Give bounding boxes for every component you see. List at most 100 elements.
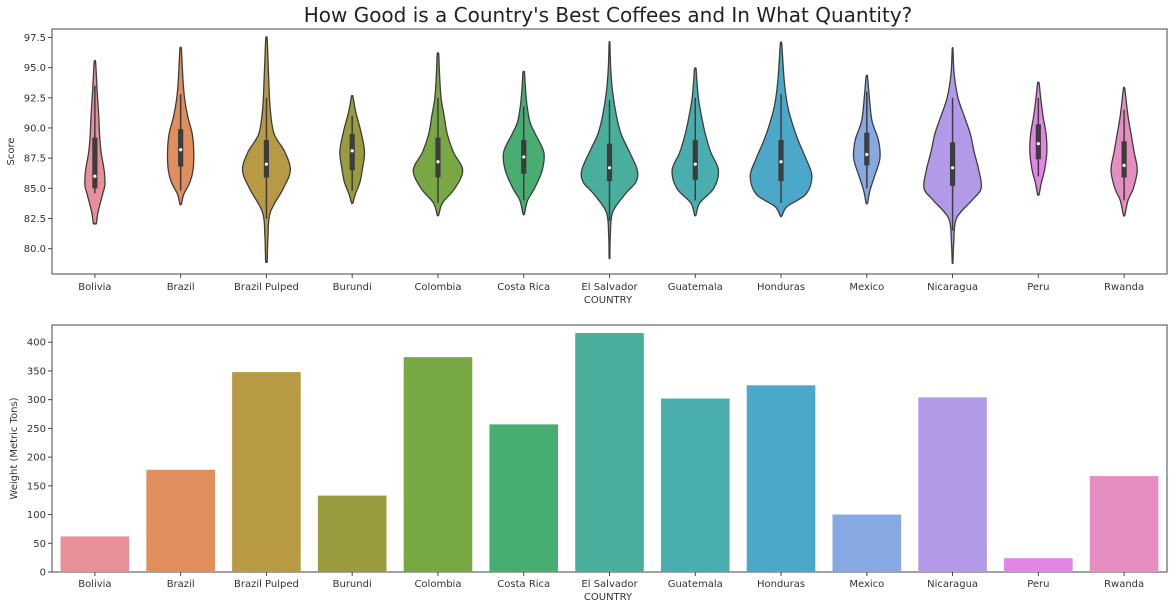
bar-brazil-pulped — [232, 372, 301, 572]
violin-el-salvador — [580, 41, 639, 260]
bar-y-tick-label: 100 — [27, 510, 46, 521]
violin-x-tick-label: Guatemala — [668, 282, 723, 293]
violin-iqr-box — [178, 129, 184, 167]
violin-costa-rica — [502, 70, 545, 216]
bar-x-tick-label: Mexico — [849, 579, 884, 590]
violin-median-dot — [607, 166, 612, 170]
bar-y-tick-label: 150 — [27, 481, 46, 492]
chart-title: How Good is a Country's Best Coffees and… — [304, 3, 913, 27]
bar-brazil — [146, 469, 215, 572]
bar-nicaragua — [918, 397, 987, 572]
violin-iqr-box — [1121, 141, 1127, 178]
bar-x-ticks: Bolivia Brazil Brazil Pulped Burundi Colombi… — [78, 572, 1144, 590]
violin-x-tick-label: Brazil — [167, 282, 195, 293]
violin-iqr-box — [606, 143, 613, 182]
bar-y-tick-label: 200 — [27, 453, 46, 464]
bar-y-ticks: 0 50 100 150 200 250 300 350 400 — [27, 338, 52, 579]
violin-x-tick-label: Bolivia — [78, 282, 111, 293]
violin-x-ticks: Bolivia Brazil Brazil Pulped Burundi Colombi… — [78, 274, 1144, 293]
bar-x-tick-label: Brazil Pulped — [234, 579, 299, 590]
violin-x-tick-label: Peru — [1027, 282, 1049, 293]
violin-brazil-pulped — [241, 36, 292, 264]
bar-costa-rica — [489, 424, 559, 572]
bar-x-tick-label: Rwanda — [1104, 579, 1144, 590]
violin-median-dot — [1036, 142, 1040, 146]
bar-x-tick-label: Guatemala — [668, 579, 723, 590]
bar-x-tick-label: Burundi — [333, 579, 372, 590]
bar-rwanda — [1089, 476, 1159, 572]
bar-x-tick-label: Peru — [1027, 579, 1049, 590]
violin-median-dot — [350, 149, 354, 153]
violin-y-tick-label: 87.5 — [24, 154, 46, 165]
violin-peru — [1029, 81, 1048, 196]
bar-honduras — [746, 385, 816, 572]
violin-x-tick-label: Rwanda — [1104, 282, 1144, 293]
bar-peru — [1004, 558, 1073, 572]
violins — [84, 36, 1138, 264]
violin-y-tick-label: 92.5 — [24, 93, 46, 104]
violin-y-tick-label: 95.0 — [24, 63, 46, 74]
violin-iqr-box — [692, 140, 698, 180]
violin-x-tick-label: Colombia — [414, 282, 461, 293]
bar-y-axis-label: Weight (Metric Tons) — [9, 397, 20, 499]
bar-guatemala — [660, 398, 730, 572]
violin-iqr-box — [435, 137, 441, 178]
bar-x-tick-label: Colombia — [414, 579, 461, 590]
bar-x-tick-label: Bolivia — [78, 579, 111, 590]
bar-y-tick-label: 400 — [27, 338, 46, 349]
violin-x-tick-label: Burundi — [333, 282, 372, 293]
bar-y-tick-label: 0 — [40, 568, 46, 579]
violin-y-tick-label: 82.5 — [24, 214, 46, 225]
violin-median-dot — [865, 152, 869, 157]
violin-median-dot — [693, 162, 697, 166]
violin-iqr-box — [949, 142, 956, 186]
violin-iqr-box — [92, 137, 98, 189]
violin-honduras — [749, 41, 813, 218]
violin-nicaragua — [923, 47, 983, 264]
violin-x-tick-label: El Salvador — [581, 282, 638, 293]
violin-median-dot — [436, 160, 440, 164]
bar-burundi — [317, 495, 387, 572]
bar-x-tick-label: Honduras — [757, 579, 805, 590]
bar-y-tick-label: 300 — [27, 395, 46, 406]
bar-panel: 0 50 100 150 200 250 300 350 400 Bolivia Brazil Br… — [9, 324, 1168, 603]
bar-x-tick-label: Brazil — [167, 579, 195, 590]
violin-y-tick-label: 97.5 — [24, 33, 46, 44]
bars — [60, 333, 1159, 572]
violin-x-tick-label: Mexico — [849, 282, 884, 293]
bar-x-tick-label: Costa Rica — [497, 579, 550, 590]
violin-x-tick-label: Honduras — [757, 282, 805, 293]
violin-bolivia — [84, 60, 106, 225]
bar-el-salvador — [575, 333, 644, 572]
violin-y-ticks: 80.0 82.5 85.0 87.5 90.0 92.5 95.0 97.5 — [24, 33, 52, 255]
violin-mexico — [852, 74, 881, 205]
violin-y-tick-label: 90.0 — [24, 123, 46, 134]
violin-y-axis-label: Score — [6, 137, 17, 165]
violin-median-dot — [93, 174, 97, 178]
violin-median-dot — [950, 166, 955, 170]
violin-median-dot — [1122, 163, 1126, 167]
violin-x-tick-label: Nicaragua — [927, 282, 978, 293]
violin-y-tick-label: 85.0 — [24, 184, 46, 195]
violin-y-tick-label: 80.0 — [24, 244, 46, 255]
bar-x-axis-label: COUNTRY — [584, 592, 633, 603]
violin-median-dot — [779, 160, 783, 164]
violin-panel: 80.0 82.5 85.0 87.5 90.0 92.5 95.0 97.5 Bolivia… — [6, 28, 1168, 306]
violin-colombia — [412, 52, 464, 217]
bar-y-tick-label: 250 — [27, 424, 46, 435]
violin-median-dot — [179, 148, 183, 152]
bar-y-tick-label: 50 — [33, 539, 46, 550]
bar-colombia — [403, 357, 473, 572]
bar-mexico — [832, 514, 902, 572]
bar-y-tick-label: 350 — [27, 366, 46, 377]
violin-x-axis-label: COUNTRY — [584, 295, 633, 306]
violin-iqr-box — [1035, 124, 1041, 160]
violin-rwanda — [1110, 86, 1138, 217]
bar-bolivia — [60, 536, 130, 572]
violin-iqr-box — [864, 132, 870, 166]
violin-x-tick-label: Costa Rica — [497, 282, 550, 293]
violin-median-dot — [522, 155, 526, 159]
bar-x-tick-label: El Salvador — [581, 579, 638, 590]
violin-median-dot — [264, 162, 269, 166]
